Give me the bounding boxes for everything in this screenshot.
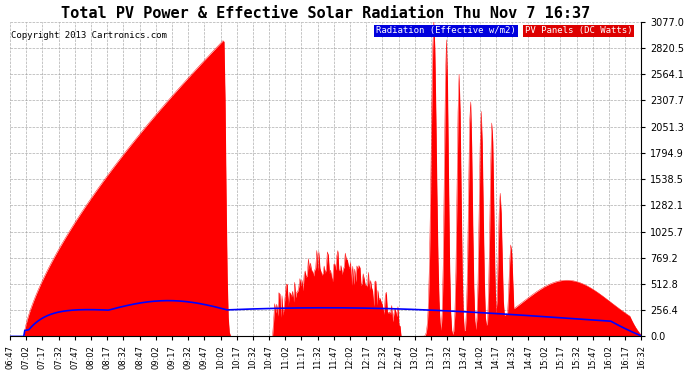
Text: Copyright 2013 Cartronics.com: Copyright 2013 Cartronics.com	[11, 31, 167, 40]
Text: Radiation (Effective w/m2): Radiation (Effective w/m2)	[376, 27, 516, 36]
Title: Total PV Power & Effective Solar Radiation Thu Nov 7 16:37: Total PV Power & Effective Solar Radiati…	[61, 6, 591, 21]
Text: PV Panels (DC Watts): PV Panels (DC Watts)	[524, 27, 632, 36]
